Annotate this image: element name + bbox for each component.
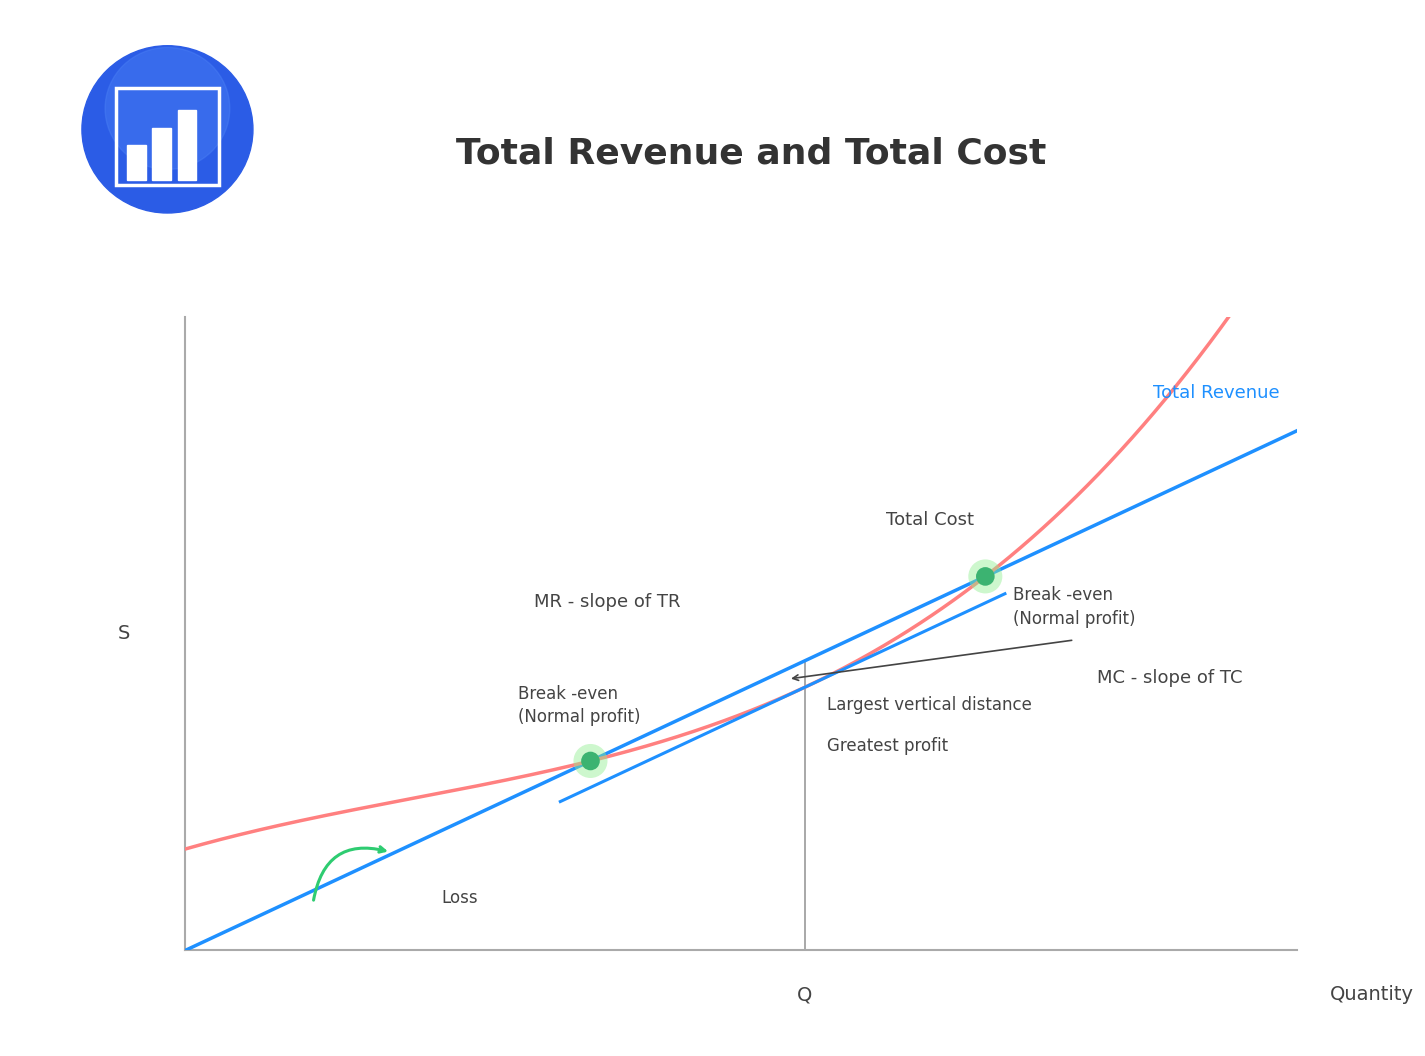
Point [579, 753, 601, 770]
Point [973, 568, 996, 585]
Text: MC - slope of TC: MC - slope of TC [1097, 668, 1243, 687]
Circle shape [81, 45, 254, 213]
Text: Total Cost: Total Cost [886, 511, 973, 529]
Text: Break -even
(Normal profit): Break -even (Normal profit) [1013, 586, 1136, 627]
Circle shape [105, 48, 229, 169]
Text: Largest vertical distance: Largest vertical distance [826, 696, 1032, 714]
Text: Quantity: Quantity [1330, 985, 1414, 1004]
Text: MR - slope of TR: MR - slope of TR [534, 592, 681, 611]
Text: Greatest profit: Greatest profit [826, 737, 948, 755]
Text: Total Revenue and Total Cost: Total Revenue and Total Cost [456, 136, 1046, 170]
Text: Q: Q [797, 985, 812, 1004]
Text: Total Revenue: Total Revenue [1153, 383, 1280, 402]
Text: S: S [117, 624, 130, 643]
Text: Loss: Loss [440, 889, 477, 907]
Point [579, 753, 601, 770]
Bar [127, 145, 145, 180]
Bar [152, 128, 171, 180]
Point [973, 568, 996, 585]
Text: Break -even
(Normal profit): Break -even (Normal profit) [519, 684, 641, 727]
Bar [178, 110, 197, 180]
